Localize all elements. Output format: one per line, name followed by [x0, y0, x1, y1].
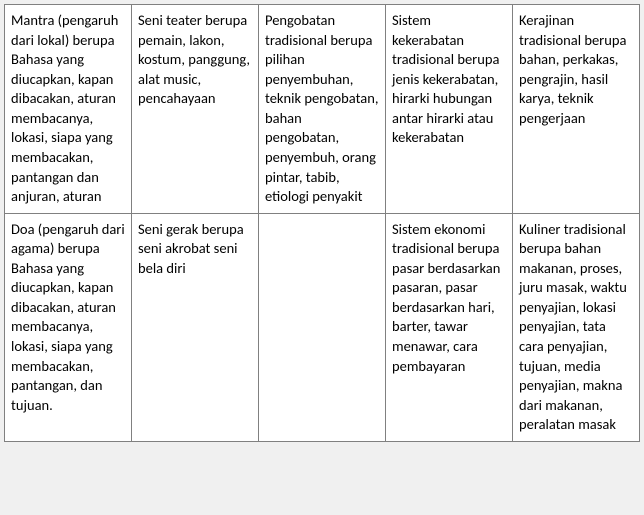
table-cell: Seni gerak berupa seni akrobat seni bela… [132, 213, 259, 441]
table-row: Doa (pengaruh dari agama) berupa Bahasa … [5, 213, 640, 441]
table-cell [259, 213, 386, 441]
table-cell: Kerajinan tradisional berupa bahan, perk… [513, 5, 640, 214]
table-cell: Pengobatan tradisional berupa pilihan pe… [259, 5, 386, 214]
table-cell: Kuliner tradisional berupa bahan makanan… [513, 213, 640, 441]
table-row: Mantra (pengaruh dari lokal) berupa Baha… [5, 5, 640, 214]
table-cell: Seni teater berupa pemain, lakon, kostum… [132, 5, 259, 214]
table-cell: Doa (pengaruh dari agama) berupa Bahasa … [5, 213, 132, 441]
table-cell: Sistem ekonomi tradisional berupa pasar … [386, 213, 513, 441]
table-cell: Sistem kekerabatan tradisional berupa je… [386, 5, 513, 214]
page-container: Mantra (pengaruh dari lokal) berupa Baha… [4, 4, 640, 442]
content-table: Mantra (pengaruh dari lokal) berupa Baha… [4, 4, 640, 442]
table-cell: Mantra (pengaruh dari lokal) berupa Baha… [5, 5, 132, 214]
